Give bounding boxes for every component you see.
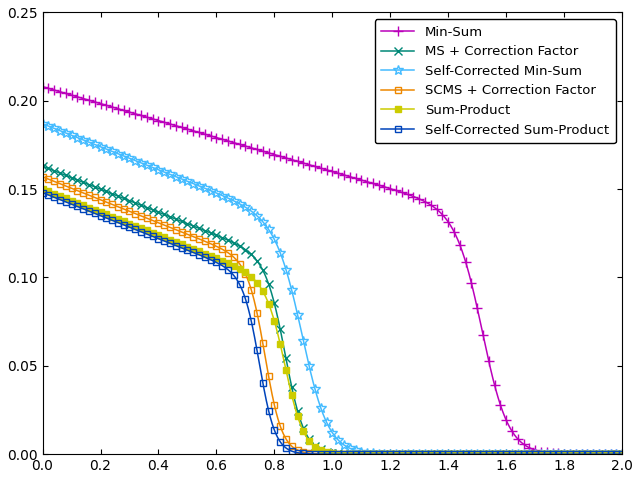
Min-Sum (618, 451, 626, 457)
Line: MS + Correction Factor: MS + Correction Factor (38, 162, 627, 458)
Sum-Product (38, 186, 46, 192)
Sum-Product (551, 451, 559, 457)
Sum-Product (490, 451, 498, 457)
Self-Corrected Sum-Product (590, 451, 598, 457)
Legend: Min-Sum, MS + Correction Factor, Self-Corrected Min-Sum, SCMS + Correction Facto: Min-Sum, MS + Correction Factor, Self-Co… (374, 19, 616, 143)
SCMS + Correction Factor (490, 451, 498, 457)
Sum-Product (590, 451, 598, 457)
SCMS + Correction Factor (511, 451, 519, 457)
Sum-Product (156, 233, 164, 239)
Line: Min-Sum: Min-Sum (38, 82, 627, 459)
Sum-Product (511, 451, 519, 457)
Min-Sum (38, 84, 46, 90)
Line: Sum-Product: Sum-Product (39, 186, 625, 457)
MS + Correction Factor (551, 451, 559, 457)
Self-Corrected Min-Sum (38, 121, 46, 127)
Self-Corrected Sum-Product (74, 204, 82, 210)
SCMS + Correction Factor (618, 451, 626, 457)
SCMS + Correction Factor (74, 188, 82, 193)
MS + Correction Factor (590, 451, 598, 457)
MS + Correction Factor (38, 163, 46, 169)
MS + Correction Factor (618, 451, 626, 457)
Self-Corrected Min-Sum (511, 451, 519, 457)
Self-Corrected Min-Sum (551, 451, 559, 457)
Self-Corrected Sum-Product (490, 451, 498, 457)
SCMS + Correction Factor (38, 174, 46, 180)
Min-Sum (156, 118, 164, 124)
Sum-Product (618, 451, 626, 457)
Min-Sum (511, 433, 519, 439)
Self-Corrected Min-Sum (74, 135, 82, 141)
Self-Corrected Min-Sum (490, 451, 498, 457)
Self-Corrected Min-Sum (590, 451, 598, 457)
MS + Correction Factor (74, 177, 82, 183)
Line: Self-Corrected Min-Sum: Self-Corrected Min-Sum (38, 119, 627, 459)
Min-Sum (74, 94, 82, 100)
Self-Corrected Sum-Product (551, 451, 559, 457)
Line: SCMS + Correction Factor: SCMS + Correction Factor (39, 173, 625, 457)
Self-Corrected Sum-Product (38, 190, 46, 195)
Self-Corrected Sum-Product (156, 237, 164, 242)
MS + Correction Factor (490, 451, 498, 457)
MS + Correction Factor (156, 210, 164, 216)
SCMS + Correction Factor (156, 220, 164, 226)
Min-Sum (490, 380, 498, 386)
MS + Correction Factor (511, 451, 519, 457)
Self-Corrected Min-Sum (618, 451, 626, 457)
Line: Self-Corrected Sum-Product: Self-Corrected Sum-Product (39, 189, 625, 457)
Self-Corrected Sum-Product (618, 451, 626, 457)
Min-Sum (590, 451, 598, 457)
Self-Corrected Min-Sum (156, 168, 164, 173)
Min-Sum (551, 450, 559, 456)
Self-Corrected Sum-Product (511, 451, 519, 457)
Sum-Product (74, 200, 82, 206)
SCMS + Correction Factor (551, 451, 559, 457)
SCMS + Correction Factor (590, 451, 598, 457)
